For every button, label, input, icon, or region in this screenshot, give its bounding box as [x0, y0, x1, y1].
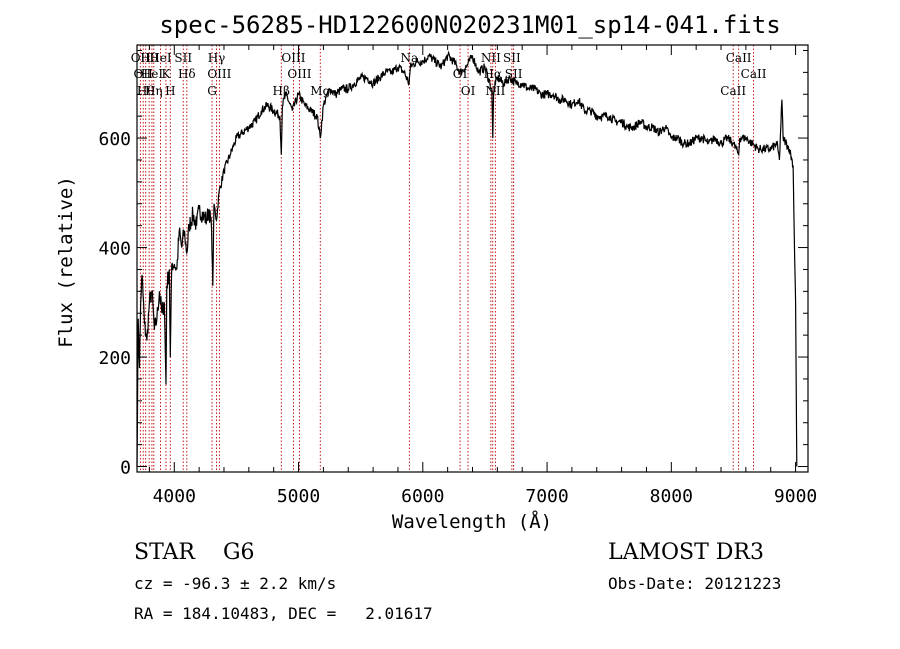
line-marker-label: CaII [726, 51, 752, 65]
spectral-line-labels: OIIOIIHθHθHeIHηHeIKHSIIHδGHγOIIIHβOIIIOI… [131, 51, 767, 98]
line-marker-label: OIII [207, 67, 231, 81]
y-axis-label: Flux (relative) [55, 176, 77, 348]
object-subclass-label: G6 [222, 540, 255, 565]
chart-title: spec-56285-HD122600N020231M01_sp14-041.f… [159, 11, 780, 39]
line-marker-label: Hδ [178, 67, 196, 81]
line-marker-label: G [207, 84, 217, 98]
x-axis-ticks: 4000 5000 6000 7000 8000 9000 [148, 45, 817, 507]
x-axis-label: Wavelength (Å) [392, 510, 552, 533]
line-marker-label: Hθ [140, 51, 158, 65]
line-marker-label: SII [503, 51, 521, 65]
coordinates-text: RA = 184.10483, DEC = 2.01617 [134, 604, 433, 623]
y-tick-label: 600 [98, 129, 131, 150]
line-marker-label: SII [174, 51, 192, 65]
x-tick-label: 9000 [774, 486, 817, 507]
x-tick-label: 8000 [650, 486, 693, 507]
object-class: STAR G6 [134, 540, 255, 565]
x-tick-label: 7000 [525, 486, 568, 507]
line-marker-label: CaII [720, 84, 746, 98]
y-tick-label: 400 [98, 239, 131, 260]
x-tick-label: 5000 [277, 486, 320, 507]
survey-name: LAMOST DR3 [608, 540, 764, 565]
obs-date-text: Obs-Date: 20121223 [608, 574, 782, 593]
redshift-text: cz = -96.3 ± 2.2 km/s [134, 574, 337, 593]
line-marker-label: HeI [141, 67, 164, 81]
line-marker-label: HeI [149, 51, 172, 65]
object-class-label: STAR [134, 540, 195, 565]
line-marker-label: OII [131, 51, 151, 65]
line-marker-label: H [165, 84, 175, 98]
line-marker-label: OII [134, 67, 154, 81]
line-marker-label: Mg [310, 84, 330, 98]
y-tick-label: 0 [120, 458, 131, 479]
line-marker-label: OIII [287, 67, 311, 81]
line-marker-label: K [161, 67, 171, 81]
y-axis-ticks: 0 200 400 600 [98, 49, 808, 479]
line-marker-label: NII [481, 51, 501, 65]
line-marker-label: Hη [145, 84, 163, 98]
line-marker-label: Hγ [208, 51, 226, 65]
x-tick-label: 4000 [153, 486, 196, 507]
spectral-line-markers [139, 45, 755, 472]
line-marker-label: CaII [741, 67, 767, 81]
line-marker-label: OIII [281, 51, 305, 65]
plot-frame [136, 44, 809, 473]
flux-series-line [136, 50, 798, 467]
line-marker-label: Na [401, 51, 419, 65]
x-tick-label: 6000 [401, 486, 444, 507]
y-tick-label: 200 [98, 348, 131, 369]
line-marker-label: OI [461, 84, 476, 98]
